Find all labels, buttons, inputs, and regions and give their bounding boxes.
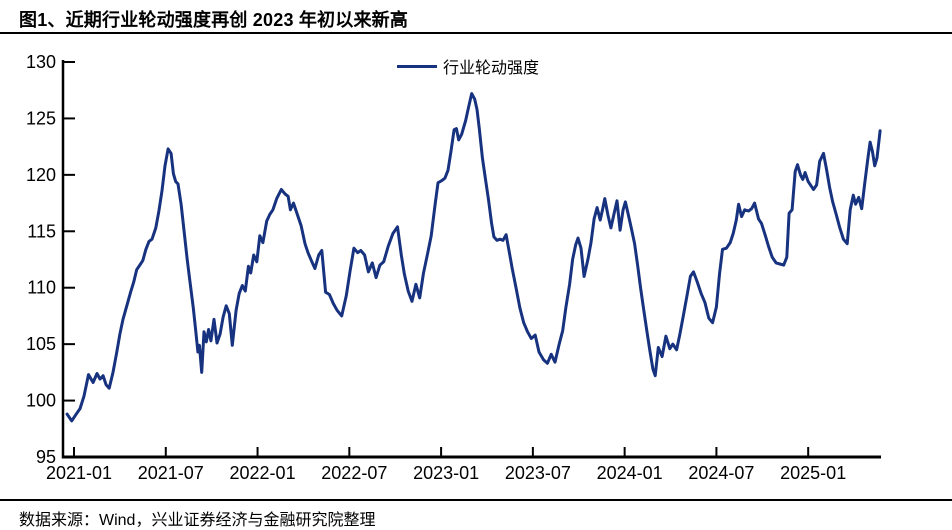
y-tick-label: 105 — [26, 334, 56, 354]
chart-title: 图1、近期行业轮动强度再创 2023 年初以来新高 — [19, 10, 409, 30]
y-tick-label: 125 — [26, 108, 56, 128]
y-tick-label: 120 — [26, 165, 56, 185]
legend-label: 行业轮动强度 — [443, 60, 540, 77]
legend-line-swatch — [397, 64, 437, 68]
x-tick-label: 2024-01 — [597, 463, 663, 483]
legend: 行业轮动强度 — [397, 54, 539, 78]
x-tick-label: 2022-01 — [230, 463, 296, 483]
x-tick-label: 2021-07 — [138, 463, 204, 483]
y-tick-label: 100 — [26, 391, 56, 411]
title-divider — [0, 32, 952, 34]
x-tick-label: 2024-07 — [688, 463, 754, 483]
x-tick-label: 2022-07 — [321, 463, 387, 483]
x-tick-label: 2025-01 — [780, 463, 846, 483]
x-tick-label: 2023-07 — [505, 463, 571, 483]
x-tick-label: 2023-01 — [413, 463, 479, 483]
series-line — [65, 92, 882, 423]
source-note: 数据来源：Wind，兴业证券经济与金融研究院整理 — [19, 512, 376, 529]
y-tick-label: 110 — [27, 278, 56, 298]
y-tick-label: 130 — [26, 52, 56, 72]
y-tick-label: 95 — [36, 447, 56, 467]
source-divider — [0, 499, 952, 501]
x-tick-label: 2021-01 — [46, 463, 112, 483]
y-tick-label: 115 — [27, 221, 56, 241]
